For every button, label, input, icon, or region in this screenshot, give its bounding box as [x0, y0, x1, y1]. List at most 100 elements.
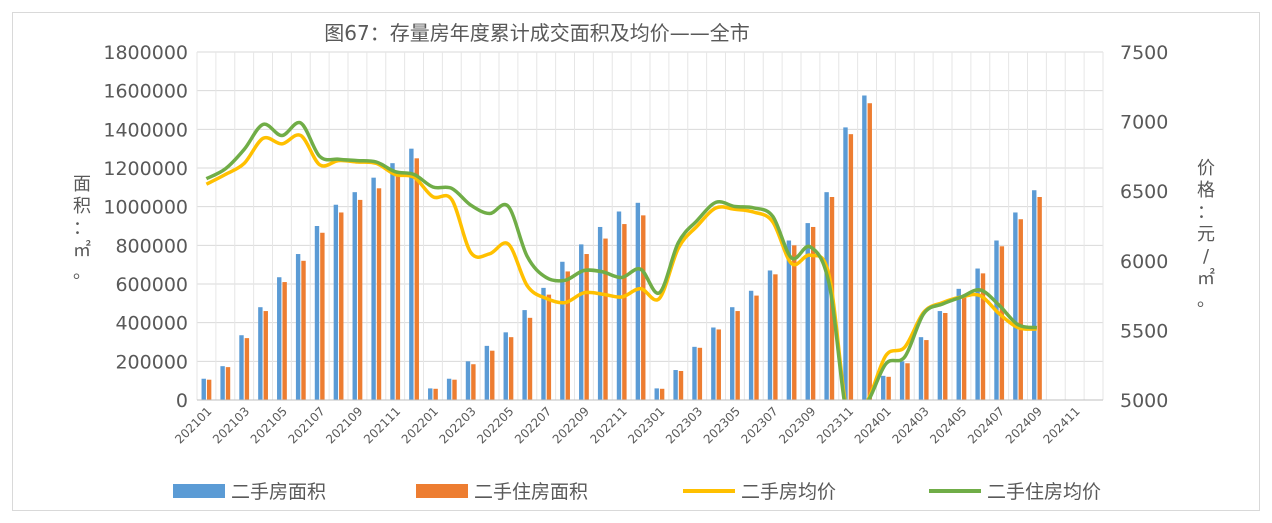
x-tick-label: 202109	[323, 404, 365, 446]
bar	[786, 240, 792, 400]
bar	[560, 261, 565, 400]
bar	[603, 238, 608, 400]
bar	[541, 287, 546, 400]
y-tick-label-left: 1600000	[103, 81, 188, 103]
bar	[848, 134, 854, 400]
y-tick-label-left: 200000	[115, 351, 188, 373]
bar	[333, 204, 339, 400]
y-tick-label-left: 800000	[115, 235, 188, 257]
legend-label: 二手房面积	[231, 481, 326, 503]
axis-title-char: ㎡	[73, 239, 91, 261]
x-tick-label: 202405	[927, 404, 969, 446]
legend-swatch	[173, 484, 225, 498]
bar	[994, 240, 999, 400]
gridlines	[196, 51, 1104, 401]
bar	[918, 337, 924, 400]
y-tick-label-left: 1000000	[103, 197, 188, 219]
bar	[225, 367, 231, 400]
bar	[678, 371, 684, 400]
y-tick-label-left: 0	[176, 390, 188, 412]
axis-title-char: /	[1203, 246, 1210, 267]
bar	[446, 378, 452, 400]
bar	[390, 163, 395, 400]
bar	[862, 95, 867, 400]
legend-label: 二手房均价	[741, 481, 836, 503]
x-tick-label: 202409	[1003, 404, 1045, 446]
axis-title-char: 格	[1197, 180, 1215, 201]
bar	[711, 327, 716, 400]
y-axis-label-left: 面积：㎡。	[73, 174, 91, 283]
bar	[277, 277, 282, 400]
y-tick-label-left: 1800000	[103, 42, 188, 64]
bar	[579, 244, 584, 400]
y-tick-label-left: 400000	[115, 313, 188, 335]
bar	[810, 226, 816, 400]
bar	[659, 388, 665, 400]
bar	[484, 345, 490, 400]
bar	[905, 363, 910, 400]
bar	[428, 388, 433, 400]
bar	[508, 337, 514, 400]
x-tick-label: 202111	[361, 404, 403, 446]
bar	[282, 282, 287, 400]
y-tick-label-right: 7500	[1120, 42, 1168, 64]
axis-title-char: 面	[73, 174, 91, 195]
bar	[924, 340, 929, 400]
bar	[339, 212, 344, 400]
series-line	[205, 133, 1038, 400]
bar	[409, 148, 414, 400]
bar	[980, 273, 986, 400]
x-tick-label: 202403	[890, 404, 932, 446]
axis-title-char: ：	[1197, 202, 1215, 223]
bar	[843, 127, 848, 401]
chart-frame	[12, 12, 1260, 511]
bar	[597, 226, 603, 400]
bar	[452, 379, 457, 400]
bar	[937, 311, 943, 400]
bar	[754, 295, 759, 400]
bar	[899, 361, 905, 400]
x-tick-label: 202307	[739, 404, 781, 446]
bar	[748, 290, 754, 400]
x-tick-label: 202301	[625, 404, 667, 446]
bar	[263, 311, 268, 400]
bar	[622, 224, 627, 400]
x-tick-label: 202407	[965, 404, 1007, 446]
bar	[301, 260, 306, 400]
bar	[1013, 212, 1018, 400]
bar	[961, 294, 967, 400]
bar	[975, 268, 980, 400]
bar	[546, 294, 552, 400]
bar	[295, 254, 301, 400]
bar	[773, 274, 778, 400]
bar	[503, 332, 508, 400]
bar	[824, 192, 829, 400]
y-axis-label-right: 价格：元/㎡。	[1197, 158, 1215, 311]
bar	[201, 378, 206, 400]
bar	[206, 379, 212, 400]
x-tick-label: 202411	[1041, 404, 1083, 446]
bar	[692, 346, 697, 400]
legend-label: 二手住房均价	[987, 481, 1101, 503]
bar	[220, 366, 225, 400]
bar	[371, 177, 376, 400]
axis-title-char: 积	[73, 196, 91, 217]
bar	[433, 388, 438, 400]
bar	[527, 317, 533, 400]
bar	[376, 188, 382, 400]
bar	[565, 271, 570, 400]
x-tick-label: 202209	[550, 404, 592, 446]
y-tick-label-right: 5000	[1120, 390, 1168, 412]
bar	[471, 364, 476, 400]
y-tick-label-right: 5500	[1120, 320, 1168, 342]
legend: 二手房面积 二手住房面积 二手房均价 二手住房均价	[173, 481, 1101, 503]
bar	[716, 329, 721, 400]
bar	[735, 311, 740, 400]
axis-title-char: 元	[1197, 224, 1215, 245]
x-tick-label: 202103	[210, 404, 252, 446]
bar	[635, 202, 641, 400]
bar	[1018, 219, 1023, 400]
bar	[239, 335, 244, 400]
bar	[792, 245, 797, 400]
